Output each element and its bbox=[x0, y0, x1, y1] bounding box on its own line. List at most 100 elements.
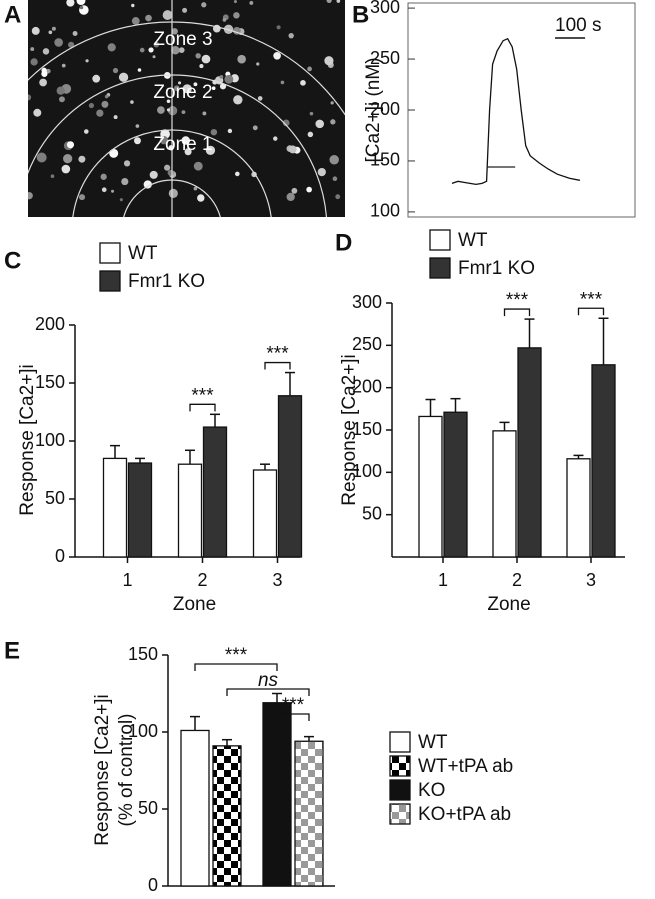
cell bbox=[101, 100, 109, 108]
micrograph: A Zone 3 Zone 2 Zone 1 bbox=[4, 0, 345, 217]
cell bbox=[41, 67, 47, 74]
significance-bracket bbox=[226, 688, 310, 696]
cell bbox=[30, 47, 35, 51]
cell bbox=[39, 78, 47, 87]
cell bbox=[33, 108, 42, 117]
cell bbox=[28, 192, 33, 200]
significance-label: *** bbox=[580, 289, 603, 310]
cell bbox=[162, 10, 173, 20]
y-tick-label: 0 bbox=[148, 875, 158, 895]
cell bbox=[330, 119, 336, 125]
cell bbox=[233, 95, 243, 105]
legend-label: Fmr1 KO bbox=[458, 258, 535, 279]
significance-label: *** bbox=[282, 695, 305, 716]
cell bbox=[224, 74, 234, 84]
cell bbox=[171, 46, 180, 55]
cell bbox=[326, 0, 332, 3]
cell bbox=[28, 94, 32, 101]
x-tick-label: 1 bbox=[122, 570, 132, 590]
cell bbox=[113, 115, 118, 120]
y-tick-label: 0 bbox=[55, 546, 65, 566]
trace bbox=[451, 37, 581, 186]
cell bbox=[148, 47, 154, 53]
bar bbox=[492, 430, 517, 558]
cell bbox=[280, 80, 285, 85]
legend-label: WT bbox=[128, 243, 158, 264]
x-tick-label: 3 bbox=[272, 570, 282, 590]
zone-label: Zone 3 bbox=[153, 29, 212, 50]
cell bbox=[317, 167, 326, 177]
y-tick-label: 50 bbox=[362, 503, 382, 523]
y-tick-label: 100 bbox=[352, 461, 382, 481]
legend-label: WT+tPA ab bbox=[418, 756, 513, 777]
cell bbox=[222, 18, 227, 22]
cell bbox=[96, 109, 104, 117]
significance-label: *** bbox=[191, 385, 214, 406]
cell bbox=[276, 25, 281, 30]
cell bbox=[68, 41, 75, 48]
cell bbox=[291, 187, 298, 194]
bar bbox=[443, 411, 468, 558]
cell bbox=[61, 164, 71, 174]
cell bbox=[166, 108, 171, 112]
legend-label: KO bbox=[418, 780, 445, 801]
cell bbox=[72, 31, 78, 36]
zone-label: Zone 2 bbox=[153, 82, 212, 103]
y-tick-label: 100 bbox=[128, 721, 158, 741]
panel-letter: D bbox=[335, 229, 352, 256]
legend-label: Fmr1 KO bbox=[128, 271, 205, 292]
significance-bracket bbox=[577, 307, 605, 316]
cell bbox=[288, 32, 294, 39]
legend-label: KO+tPA ab bbox=[418, 804, 511, 825]
significance-label: *** bbox=[266, 344, 289, 365]
significance-bracket bbox=[189, 403, 216, 412]
cell bbox=[256, 62, 260, 66]
cell bbox=[139, 47, 145, 53]
y-tick-label: 150 bbox=[128, 644, 158, 664]
y-axis-label: Response [Ca2+]i bbox=[17, 364, 38, 516]
cell bbox=[257, 96, 263, 101]
legend-swatch bbox=[389, 803, 411, 825]
cell bbox=[195, 53, 201, 59]
cell bbox=[233, 0, 238, 4]
y-tick-label: 50 bbox=[138, 798, 158, 818]
cell bbox=[315, 119, 324, 129]
y-axis-label: Response [Ca2+]i bbox=[339, 354, 360, 506]
cell bbox=[307, 66, 312, 72]
bar bbox=[517, 347, 542, 558]
cell bbox=[85, 59, 89, 63]
significance-label: ns bbox=[258, 670, 279, 691]
cell bbox=[237, 54, 246, 64]
cell bbox=[30, 58, 38, 66]
y-tick-label: 150 bbox=[35, 372, 65, 392]
cell bbox=[210, 128, 218, 136]
cell bbox=[199, 64, 204, 69]
cell bbox=[76, 0, 86, 6]
significance-bracket bbox=[276, 713, 310, 721]
legend-swatch bbox=[429, 229, 451, 251]
y-tick-label: 300 bbox=[370, 0, 400, 17]
legend-swatch bbox=[389, 755, 411, 777]
cell bbox=[219, 75, 224, 79]
cell bbox=[201, 54, 211, 64]
cell bbox=[300, 79, 306, 86]
cell bbox=[48, 30, 53, 35]
cell bbox=[112, 67, 119, 74]
legend-swatch bbox=[429, 257, 451, 279]
y-axis-label: [Ca2+]i (nM) bbox=[363, 57, 384, 162]
cell bbox=[137, 68, 142, 72]
cell bbox=[79, 5, 84, 10]
cell bbox=[167, 106, 178, 116]
bar bbox=[294, 740, 324, 887]
bar bbox=[252, 469, 278, 558]
cell bbox=[202, 111, 207, 116]
y-tick-label: 200 bbox=[352, 376, 382, 396]
legend-swatch bbox=[99, 242, 121, 264]
cell bbox=[63, 154, 73, 164]
x-tick-label: 2 bbox=[512, 570, 522, 590]
zone-label: Zone 1 bbox=[153, 134, 212, 155]
panel-letter: A bbox=[4, 1, 21, 28]
y-tick-label: 200 bbox=[35, 314, 65, 334]
cell bbox=[153, 41, 160, 48]
cell bbox=[252, 125, 258, 131]
